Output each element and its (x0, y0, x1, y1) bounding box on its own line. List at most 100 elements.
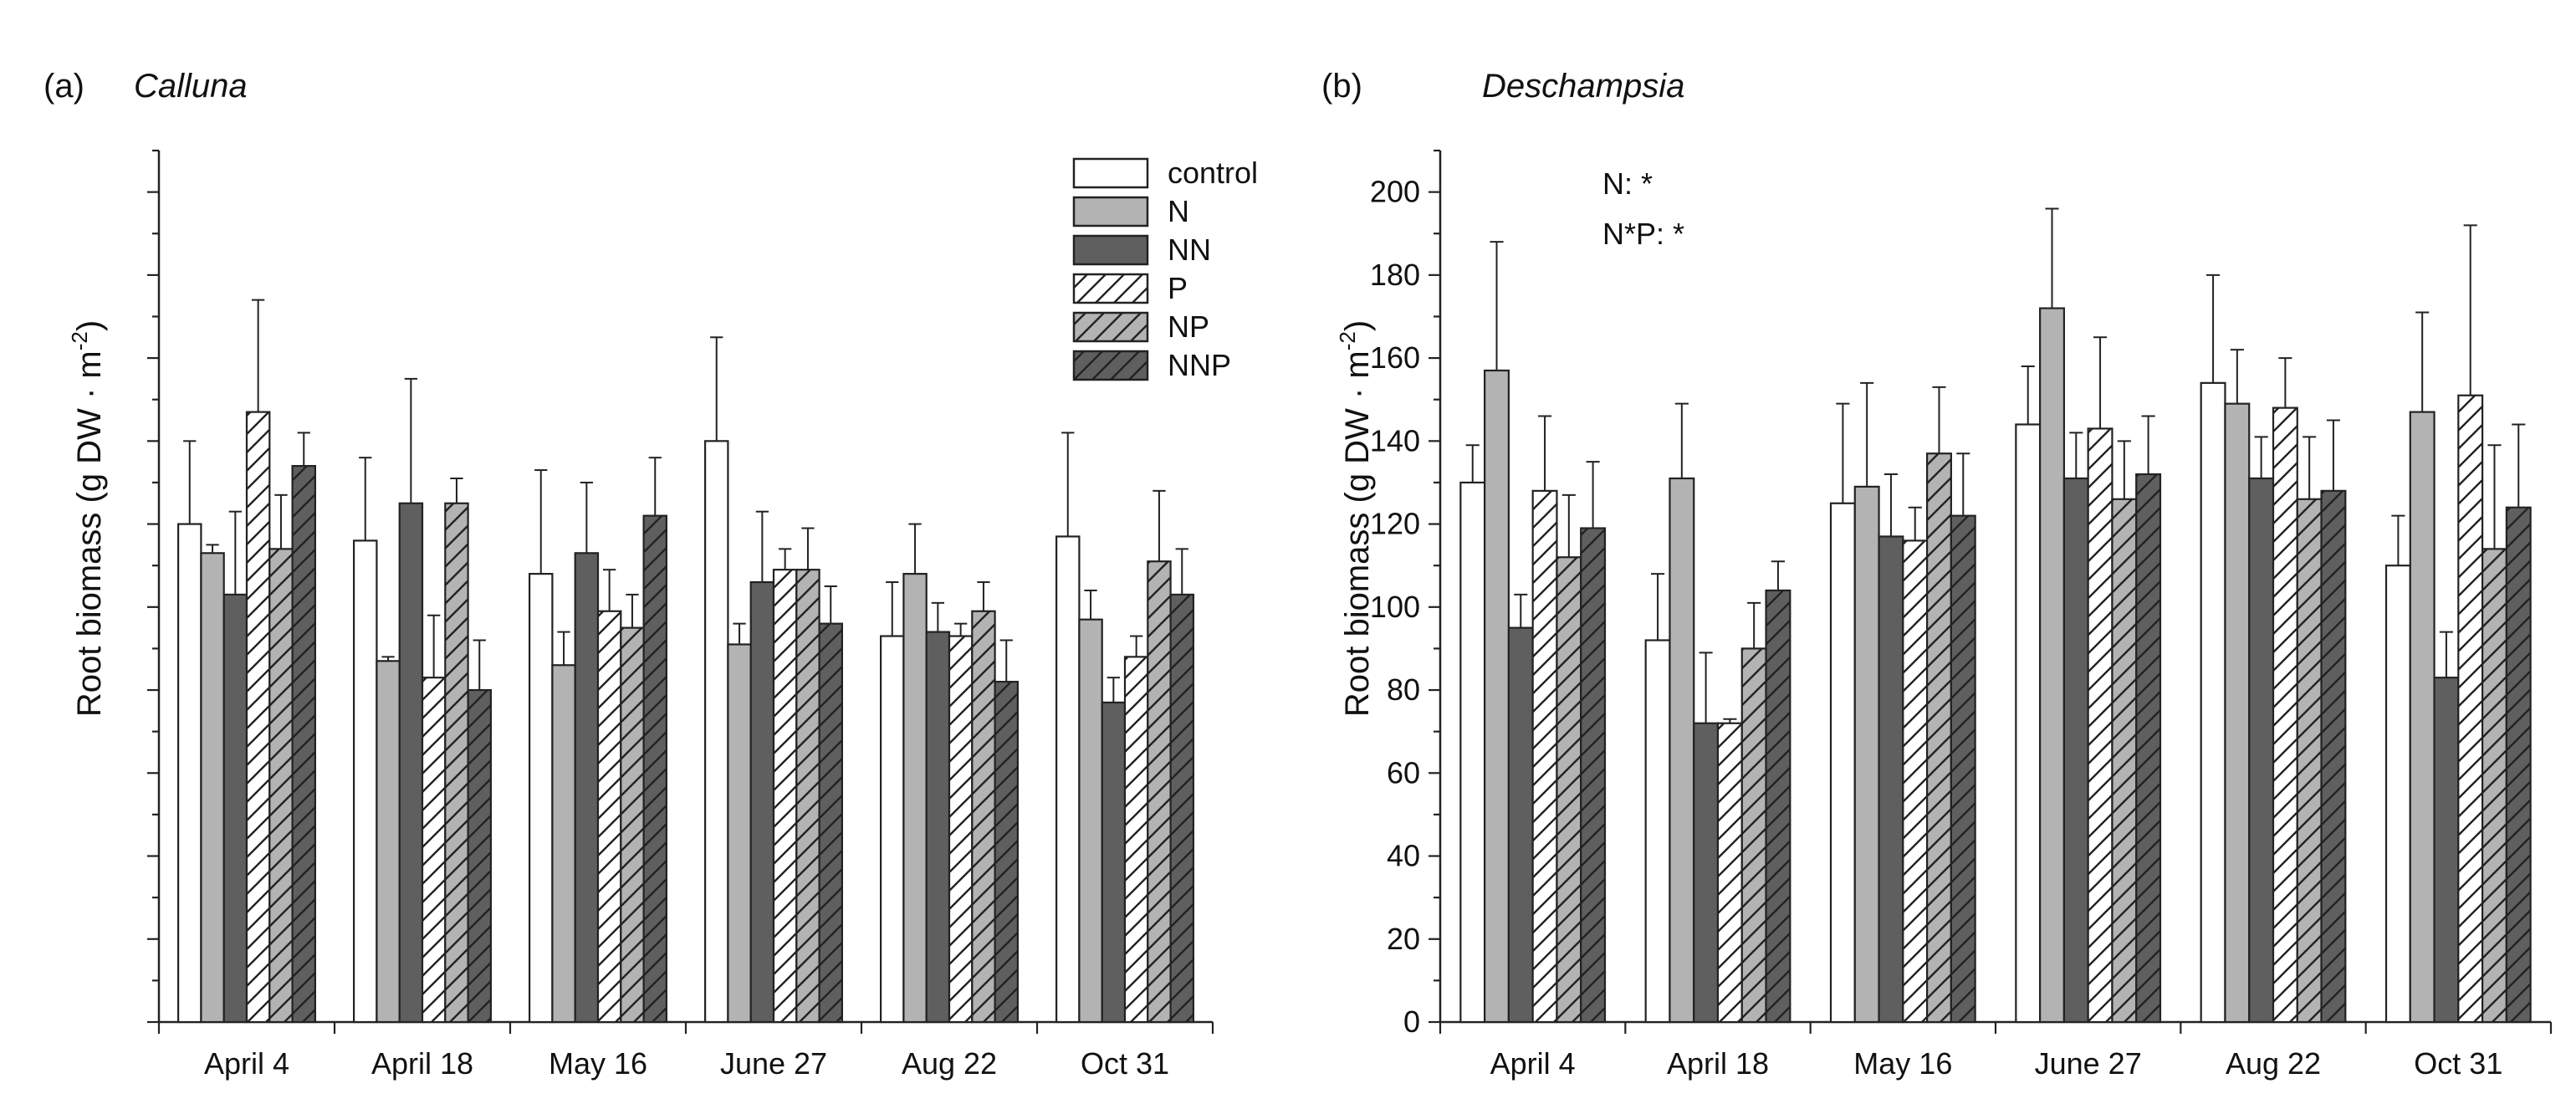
x-tick-label-may-16: May 16 (549, 1046, 647, 1081)
bar-nnp (1950, 514, 1976, 1024)
bar-np (1556, 556, 1582, 1024)
y-tick-label: 60 (1387, 755, 1420, 790)
legend-label-nnp: NNP (1168, 348, 1231, 382)
bar-nnp (642, 514, 667, 1024)
bar-nn (1507, 626, 1534, 1024)
bar-p (1716, 722, 1743, 1024)
bar-n (2224, 402, 2251, 1024)
bar-nnp (994, 681, 1019, 1024)
x-tick-label-april-18: April 18 (1667, 1046, 1769, 1081)
legend-label-np: NP (1168, 309, 1209, 344)
x-tick-label-june-27: June 27 (720, 1046, 827, 1081)
legend-swatch-np (1072, 311, 1149, 343)
bar-p (2272, 406, 2298, 1024)
bar-nnp (2505, 506, 2532, 1024)
legend-label-p: P (1168, 271, 1188, 305)
panel-a-legend: control N NN P NP NNP (1072, 156, 1258, 382)
bar-np (444, 502, 469, 1024)
bar-control (879, 635, 905, 1024)
legend-label-control: control (1168, 156, 1258, 190)
bar-nn (398, 502, 424, 1024)
bar-nnp (2320, 489, 2347, 1024)
legend-swatch-nnp (1072, 350, 1149, 381)
bar-np (1147, 560, 1172, 1024)
panel-b-label: (b) (1321, 68, 1362, 105)
bar-nnp (818, 622, 843, 1024)
legend-label-n: N (1168, 194, 1189, 228)
bar-n (727, 643, 752, 1024)
bar-n (1484, 369, 1510, 1024)
bar-nn (1693, 722, 1720, 1024)
bar-control (528, 573, 554, 1024)
panel-a-y-axis-title: Root biomass (g DW · m-2) (67, 320, 108, 717)
bar-nn (1101, 701, 1127, 1024)
x-tick-label-may-16: May 16 (1853, 1046, 1952, 1081)
bar-p (1123, 656, 1149, 1024)
bar-n (1078, 618, 1103, 1024)
bar-n (902, 573, 928, 1024)
bar-control (703, 440, 729, 1024)
bar-np (2111, 498, 2138, 1024)
bar-nn (2433, 677, 2460, 1024)
panel-a-label: (a) (43, 68, 84, 105)
bar-nn (2248, 477, 2275, 1024)
bar-np (620, 626, 645, 1024)
y-tick-label: 120 (1370, 507, 1420, 541)
bar-np (795, 569, 820, 1024)
bar-control (2384, 565, 2411, 1024)
y-tick-label: 140 (1370, 423, 1420, 457)
x-tick-label-aug-22: Aug 22 (902, 1046, 997, 1081)
legend-swatch-p (1072, 273, 1149, 304)
panel-a-plot: April 4 April 18 May 16 June 27 Aug 22 Oct 31 (147, 149, 1214, 1081)
x-tick-label-april-4: April 4 (204, 1046, 289, 1081)
bar-n (1669, 477, 1695, 1024)
bar-n (1853, 485, 1880, 1024)
bar-control (1459, 481, 1486, 1024)
panel-b-title: Deschampsia (1482, 68, 1684, 105)
y-tick-label: 160 (1370, 340, 1420, 375)
bar-nn (925, 631, 951, 1024)
bar-n (551, 664, 576, 1024)
x-tick-label-oct-31: Oct 31 (2414, 1046, 2502, 1081)
y-tick-label: 180 (1370, 258, 1420, 292)
bar-control (1644, 639, 1671, 1024)
bar-control (2015, 423, 2042, 1024)
bar-nn (1878, 535, 1904, 1024)
bar-nnp (467, 688, 492, 1024)
y-tick-label: 80 (1387, 672, 1420, 707)
y-tick-label: 40 (1387, 839, 1420, 873)
bar-control (353, 539, 378, 1024)
bar-nn (749, 580, 775, 1024)
bar-np (1926, 452, 1952, 1024)
panel-b-plot: 0 20 40 60 80 100 120 140 160 180 200 April 4 April … (1370, 149, 2553, 1081)
bar-control (1829, 502, 1856, 1024)
bar-nnp (1169, 593, 1194, 1024)
bar-p (2457, 394, 2484, 1024)
bar-p (1902, 539, 1929, 1024)
bar-p (596, 610, 622, 1024)
bar-np (268, 548, 294, 1024)
bar-n (2039, 307, 2065, 1024)
bar-control (1055, 535, 1081, 1024)
legend-swatch-control (1072, 157, 1149, 189)
bar-nn (574, 552, 600, 1024)
x-tick-label-april-18: April 18 (371, 1046, 473, 1081)
legend-label-nn: NN (1168, 233, 1211, 267)
bar-p (772, 569, 798, 1024)
y-tick-label: 200 (1370, 175, 1420, 209)
bar-np (2481, 548, 2507, 1024)
bar-np (2296, 498, 2323, 1024)
y-tick-label: 20 (1387, 922, 1420, 956)
bar-n (2409, 411, 2435, 1024)
x-tick-label-oct-31: Oct 31 (1081, 1046, 1169, 1081)
bar-control (177, 523, 202, 1024)
annotation-np-significance: N*P: * (1602, 217, 1684, 251)
panel-a-title: Calluna (134, 68, 248, 105)
bar-nnp (291, 465, 317, 1024)
annotation-n-significance: N: * (1602, 166, 1653, 201)
bar-np (971, 610, 996, 1024)
bar-p (421, 677, 447, 1024)
y-tick-label: 0 (1403, 1004, 1420, 1039)
y-tick-label: 100 (1370, 590, 1420, 624)
